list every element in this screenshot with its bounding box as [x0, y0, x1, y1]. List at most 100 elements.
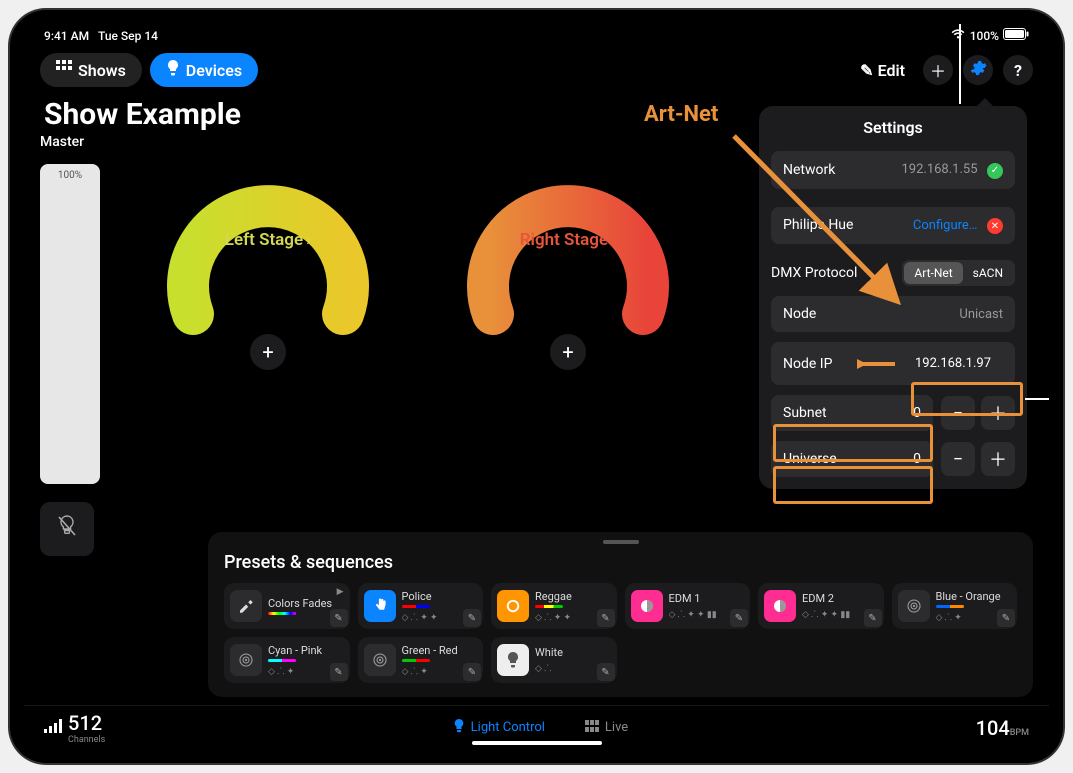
shows-tab[interactable]: Shows [40, 53, 142, 87]
preset-edit-button[interactable]: ✎ [864, 609, 882, 627]
universe-value: 0 [913, 451, 921, 467]
screen: 9:41 AM Tue Sep 14 100% Sh [24, 24, 1049, 749]
settings-button[interactable] [963, 55, 993, 85]
preset-icon [497, 644, 529, 676]
master-percent: 100% [40, 170, 100, 181]
preset-edit-button[interactable]: ✎ [597, 609, 615, 627]
preset-card[interactable]: Colors Fades ▶ ✎ [224, 583, 350, 629]
preset-edit-button[interactable]: ✎ [463, 609, 481, 627]
preset-name: Police [402, 590, 438, 603]
preset-card[interactable]: Blue - Orange ◇ ⸫ ✦ ✎ [892, 583, 1018, 629]
preset-meta: ◇ ⸫ ✦ ✦ ▮▮ [802, 607, 850, 620]
right-stage-card[interactable]: Right Stage › + [438, 144, 698, 370]
edit-button[interactable]: ✎ Edit [852, 57, 913, 84]
preset-edit-button[interactable]: ✎ [997, 609, 1015, 627]
grid-icon [56, 60, 72, 80]
add-button[interactable]: ＋ [923, 55, 953, 85]
preset-meta: ◇ ⸫ ✦ [936, 610, 1001, 623]
preset-card[interactable]: Cyan - Pink ◇ ⸫ ✦ ✎ [224, 637, 350, 683]
preset-icon [230, 590, 262, 622]
preset-card[interactable]: EDM 1 ◇ ⸫ ✦ ✦ ▮▮ ✎ [625, 583, 751, 629]
drag-handle[interactable] [603, 540, 639, 544]
nodeip-row: Node IP 192.168.1.97 [771, 342, 1015, 385]
preset-meta: ◇ ⸫ ✦ ✦ [402, 610, 438, 623]
right-stage-label: Right Stage › [438, 230, 698, 250]
callout-line-top [959, 24, 961, 104]
preset-edit-button[interactable]: ✎ [463, 663, 481, 681]
bulb-icon [453, 719, 465, 737]
light-control-tab[interactable]: Light Control [453, 719, 545, 737]
preset-card[interactable]: Green - Red ◇ ⸫ ✦ ✎ [358, 637, 484, 683]
help-button[interactable]: ? [1003, 55, 1033, 85]
devices-tab[interactable]: Devices [150, 53, 258, 87]
bpm-unit: BPM [1010, 728, 1029, 738]
node-value: Unicast [959, 307, 1003, 322]
top-nav: Shows Devices ✎ Edit ＋ [24, 47, 1049, 93]
light-control-label: Light Control [471, 720, 545, 735]
preset-name: White [535, 646, 563, 659]
preset-name: Green - Red [402, 644, 458, 657]
chevron-right-icon: › [611, 230, 616, 250]
subnet-label: Subnet [783, 405, 827, 421]
bulb-icon [166, 60, 180, 80]
subnet-value: 0 [913, 405, 921, 421]
annotation-artnet-label: Art-Net [644, 102, 718, 127]
channels-count: 512 [68, 711, 105, 735]
bpm-value: 104 [976, 716, 1010, 740]
preset-card[interactable]: Reggae ◇ ⸫ ✦ ✦ ✎ [491, 583, 617, 629]
blackout-button[interactable] [40, 502, 94, 556]
bulb-off-icon [56, 514, 78, 544]
preset-card[interactable]: EDM 2 ◇ ⸫ ✦ ✦ ▮▮ ✎ [758, 583, 884, 629]
battery-icon [1003, 28, 1029, 43]
preset-icon [364, 644, 396, 676]
error-icon: ✕ [987, 218, 1003, 234]
master-label: Master [40, 134, 100, 150]
preset-meta: ◇ ⸫ ✦ [268, 664, 322, 677]
left-stage-label: Left Stage › [138, 230, 398, 250]
preset-name: EDM 2 [802, 592, 850, 605]
battery-percent: 100% [970, 29, 999, 43]
channels-indicator[interactable]: 512 Channels [44, 711, 105, 745]
dmx-opt-sacn[interactable]: sACN [963, 262, 1013, 284]
subnet-minus-button[interactable]: − [941, 396, 975, 430]
annotation-nodeip-arrow [857, 356, 897, 372]
bpm-indicator[interactable]: 104BPM [976, 716, 1029, 740]
preset-card[interactable]: White ◇ ⸫ ✎ [491, 637, 617, 683]
preset-icon [898, 590, 930, 622]
presets-title: Presets & sequences [224, 552, 1017, 573]
preset-colorbar [936, 605, 964, 608]
play-icon: ▶ [337, 587, 344, 597]
nodeip-input[interactable]: 192.168.1.97 [903, 350, 1003, 377]
home-indicator[interactable] [472, 741, 602, 745]
master-column: Master 100% [24, 124, 108, 705]
plus-icon: ＋ [930, 58, 946, 82]
preset-edit-button[interactable]: ✎ [330, 609, 348, 627]
subnet-box: Subnet 0 [771, 395, 933, 431]
live-tab[interactable]: Live [585, 719, 628, 737]
question-icon: ? [1014, 61, 1022, 80]
channels-label: Channels [68, 735, 105, 745]
preset-colorbar [535, 605, 563, 608]
live-label: Live [605, 720, 628, 735]
preset-card[interactable]: Police ◇ ⸫ ✦ ✦ ✎ [358, 583, 484, 629]
master-slider[interactable]: 100% [40, 164, 100, 484]
preset-icon [364, 590, 396, 622]
nodeip-label: Node IP [783, 356, 832, 372]
left-stage-card[interactable]: Left Stage › + [138, 144, 398, 370]
preset-edit-button[interactable]: ✎ [597, 663, 615, 681]
preset-edit-button[interactable]: ✎ [330, 663, 348, 681]
chevron-right-icon: › [306, 230, 311, 250]
status-bar: 9:41 AM Tue Sep 14 100% [24, 24, 1049, 47]
signal-icon [44, 718, 62, 737]
preset-meta: ◇ ⸫ ✦ ✦ ▮▮ [669, 607, 717, 620]
universe-minus-button[interactable]: − [941, 442, 975, 476]
preset-colorbar [268, 612, 296, 615]
edit-label: Edit [878, 61, 905, 80]
annotation-artnet-arrow [724, 126, 924, 326]
preset-colorbar [402, 659, 430, 662]
universe-plus-button[interactable]: ＋ [981, 442, 1015, 476]
preset-edit-button[interactable]: ✎ [730, 609, 748, 627]
subnet-plus-button[interactable]: ＋ [981, 396, 1015, 430]
preset-name: Cyan - Pink [268, 644, 322, 657]
preset-icon [497, 590, 529, 622]
